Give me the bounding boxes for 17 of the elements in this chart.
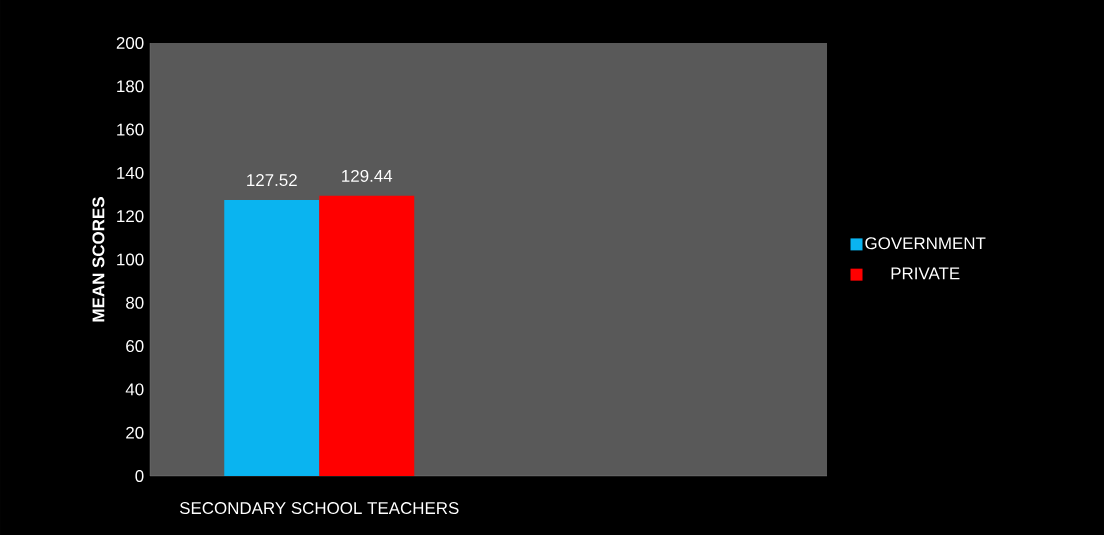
x-tick-label: SECONDARY SCHOOL TEACHERS <box>179 502 459 515</box>
y-tick-label: 20 <box>126 426 144 439</box>
y-tick-label: 140 <box>117 166 144 179</box>
y-tick-label: 40 <box>125 383 144 396</box>
legend-label: GOVERNMENT <box>865 237 986 250</box>
legend-label: PRIVATE <box>891 267 960 280</box>
y-tick-label: 180 <box>117 80 144 93</box>
y-tick-label: 60 <box>126 340 144 353</box>
y-tick-label: 200 <box>116 36 144 49</box>
y-tick-label: 0 <box>135 469 144 482</box>
y-tick-label: 120 <box>117 210 144 223</box>
y-tick-label: 160 <box>117 123 144 136</box>
y-tick-label: 80 <box>126 296 144 309</box>
data-label: 127.52 <box>247 174 297 187</box>
y-axis-title: MEAN SCORES <box>92 197 105 322</box>
y-tick-label: 100 <box>117 253 144 266</box>
data-label: 129.44 <box>342 169 393 182</box>
